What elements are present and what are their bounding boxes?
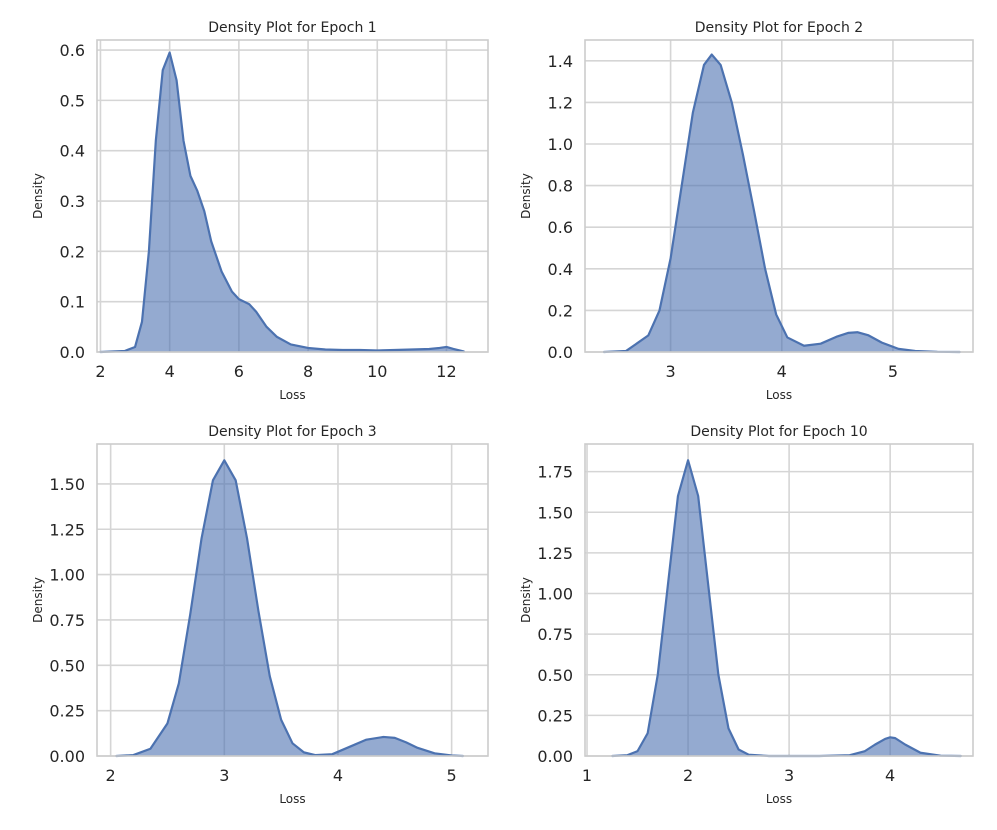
y-tick-label: 0.8: [548, 177, 573, 196]
x-tick-label: 2: [95, 362, 105, 381]
y-tick-label: 1.50: [49, 475, 85, 494]
density-line: [611, 459, 962, 758]
y-tick-label: 1.4: [548, 52, 573, 71]
subplot-3: 2 3 4 5 0.00 0.25 0.50 0.75 1.00 1.25 1.50 Density …: [31, 424, 489, 806]
y-tick-label: 0.50: [537, 666, 573, 685]
subplot-4: 1 2 3 4 0.00 0.25 0.50 0.75 1.00 1.25 1.50 1.75 Dens…: [519, 424, 974, 806]
x-tick-label: 5: [447, 766, 457, 785]
x-axis-label: Loss: [279, 792, 305, 806]
subplot-1: 2 4 6 8 10 12 0.0 0.1 0.2 0.3 0.4 0.5 0.6 Density Plo…: [31, 20, 489, 402]
axes-frame: [584, 39, 974, 353]
density-line: [99, 51, 465, 354]
y-tick-label: 0.5: [60, 91, 85, 110]
axes-frame: [584, 443, 974, 757]
density-line: [115, 459, 465, 758]
x-axis-label: Loss: [766, 792, 792, 806]
x-tick-label: 3: [784, 766, 794, 785]
y-tick-label: 0.6: [60, 41, 85, 60]
y-tick-label: 1.00: [49, 566, 85, 585]
y-tick-label: 0.0: [60, 343, 85, 362]
x-tick-label: 2: [106, 766, 116, 785]
x-tick-label: 3: [666, 362, 676, 381]
x-tick-label: 4: [333, 766, 343, 785]
y-tick-label: 0.3: [60, 192, 85, 211]
x-axis-label: Loss: [279, 388, 305, 402]
density-area: [612, 460, 961, 756]
y-tick-label: 0.1: [60, 293, 85, 312]
y-tick-label: 0.6: [548, 218, 573, 237]
y-tick-label: 0.25: [537, 706, 573, 725]
y-tick-label: 0.25: [49, 702, 85, 721]
subplot-title: Density Plot for Epoch 2: [695, 20, 863, 36]
x-tick-label: 2: [683, 766, 693, 785]
y-axis-label: Density: [31, 577, 45, 623]
y-tick-label: 1.50: [537, 503, 573, 522]
y-tick-label: 1.75: [537, 463, 573, 482]
density-line: [602, 53, 961, 354]
y-tick-label: 1.00: [537, 585, 573, 604]
y-tick-label: 1.2: [548, 93, 573, 112]
y-axis-label: Density: [519, 173, 533, 219]
y-tick-label: 0.2: [60, 242, 85, 261]
x-tick-label: 5: [888, 362, 898, 381]
x-tick-label: 4: [165, 362, 175, 381]
y-tick-label: 0.0: [548, 343, 573, 362]
density-area: [603, 54, 960, 353]
subplot-title: Density Plot for Epoch 3: [208, 424, 376, 440]
x-tick-label: 3: [219, 766, 229, 785]
axes-frame: [96, 443, 489, 757]
axes-frame: [96, 39, 489, 353]
y-tick-label: 0.00: [537, 747, 573, 766]
x-tick-label: 12: [436, 362, 456, 381]
x-tick-label: 8: [303, 362, 313, 381]
y-axis-label: Density: [31, 173, 45, 219]
x-axis-label: Loss: [766, 388, 792, 402]
x-tick-label: 4: [885, 766, 895, 785]
y-tick-label: 0.50: [49, 656, 85, 675]
y-tick-label: 0.4: [548, 260, 573, 279]
subplot-title: Density Plot for Epoch 1: [208, 20, 376, 36]
y-tick-label: 0.00: [49, 747, 85, 766]
subplot-2: 3 4 5 0.0 0.2 0.4 0.6 0.8 1.0 1.2 1.4 Density Plot …: [519, 20, 974, 402]
y-tick-label: 0.2: [548, 301, 573, 320]
y-tick-label: 1.0: [548, 135, 573, 154]
x-tick-label: 1: [582, 766, 592, 785]
y-tick-label: 1.25: [49, 520, 85, 539]
y-axis-label: Density: [519, 577, 533, 623]
y-tick-label: 0.75: [49, 611, 85, 630]
density-area: [100, 52, 464, 352]
y-tick-label: 1.25: [537, 544, 573, 563]
x-tick-label: 6: [234, 362, 244, 381]
density-area: [116, 460, 463, 756]
y-tick-label: 0.75: [537, 625, 573, 644]
x-tick-label: 10: [367, 362, 387, 381]
y-tick-label: 0.4: [60, 142, 85, 161]
subplot-title: Density Plot for Epoch 10: [690, 424, 867, 440]
x-tick-label: 4: [777, 362, 787, 381]
